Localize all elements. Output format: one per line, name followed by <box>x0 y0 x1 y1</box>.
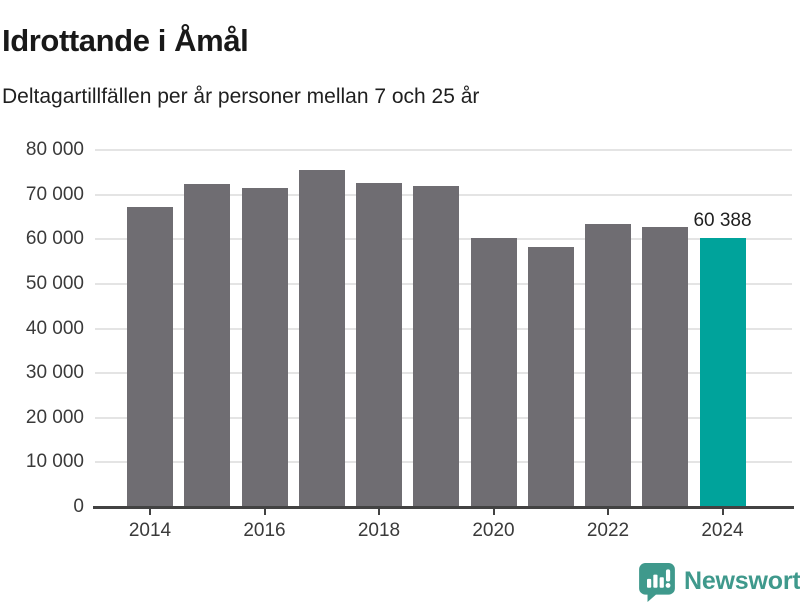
y-axis-tick-label: 30 000 <box>25 362 84 384</box>
bar-2018 <box>356 183 402 507</box>
x-axis-tick-label: 2022 <box>586 520 630 541</box>
x-axis-tick-label: 2018 <box>357 520 401 541</box>
x-axis-tick <box>263 508 266 515</box>
newsworthy-logo: Newsworthy <box>638 562 800 602</box>
brand-name: Newsworthy <box>684 567 800 595</box>
x-axis-tick <box>607 508 609 515</box>
x-axis-tick-label: 2020 <box>472 520 515 541</box>
y-axis-tick-label: 80 000 <box>25 139 84 160</box>
newsworthy-bar-chart-speech-bubble-icon <box>639 563 675 602</box>
bar-2024 <box>699 237 746 507</box>
bar-2020 <box>470 238 517 507</box>
x-axis-tick <box>378 508 380 515</box>
x-axis-tick-label: 2016 <box>243 520 286 541</box>
x-axis-tick <box>149 508 151 515</box>
bar-2022 <box>585 223 631 507</box>
x-axis-line <box>93 506 794 509</box>
chart-subtitle: Deltagartillfällen per år personer mella… <box>2 85 480 108</box>
y-axis-tick-label: 70 000 <box>25 183 84 205</box>
bar-2023 <box>642 227 689 507</box>
bar-2017 <box>298 169 345 507</box>
y-axis-tick-label: 60 000 <box>25 228 84 250</box>
y-axis-tick-label: 0 <box>73 496 84 517</box>
x-axis-tick <box>492 508 495 515</box>
bar-value-label: 60 388 <box>693 209 752 231</box>
x-axis-tick <box>721 508 724 515</box>
bar-2014 <box>127 207 173 507</box>
y-axis-tick-label: 10 000 <box>25 451 84 473</box>
y-axis-tick-label: 40 000 <box>25 317 84 339</box>
y-axis-tick-label: 50 000 <box>25 272 84 294</box>
bar-2019 <box>413 186 460 507</box>
x-axis-tick-label: 2024 <box>701 520 744 541</box>
y-axis-tick-label: 20 000 <box>25 406 84 428</box>
bar-2015 <box>184 183 231 507</box>
bar-2016 <box>241 188 288 507</box>
x-axis-tick-label: 2014 <box>128 520 172 541</box>
page-title: Idrottande i Åmål <box>2 22 249 58</box>
gridline <box>95 149 792 151</box>
bar-2021 <box>527 247 574 507</box>
